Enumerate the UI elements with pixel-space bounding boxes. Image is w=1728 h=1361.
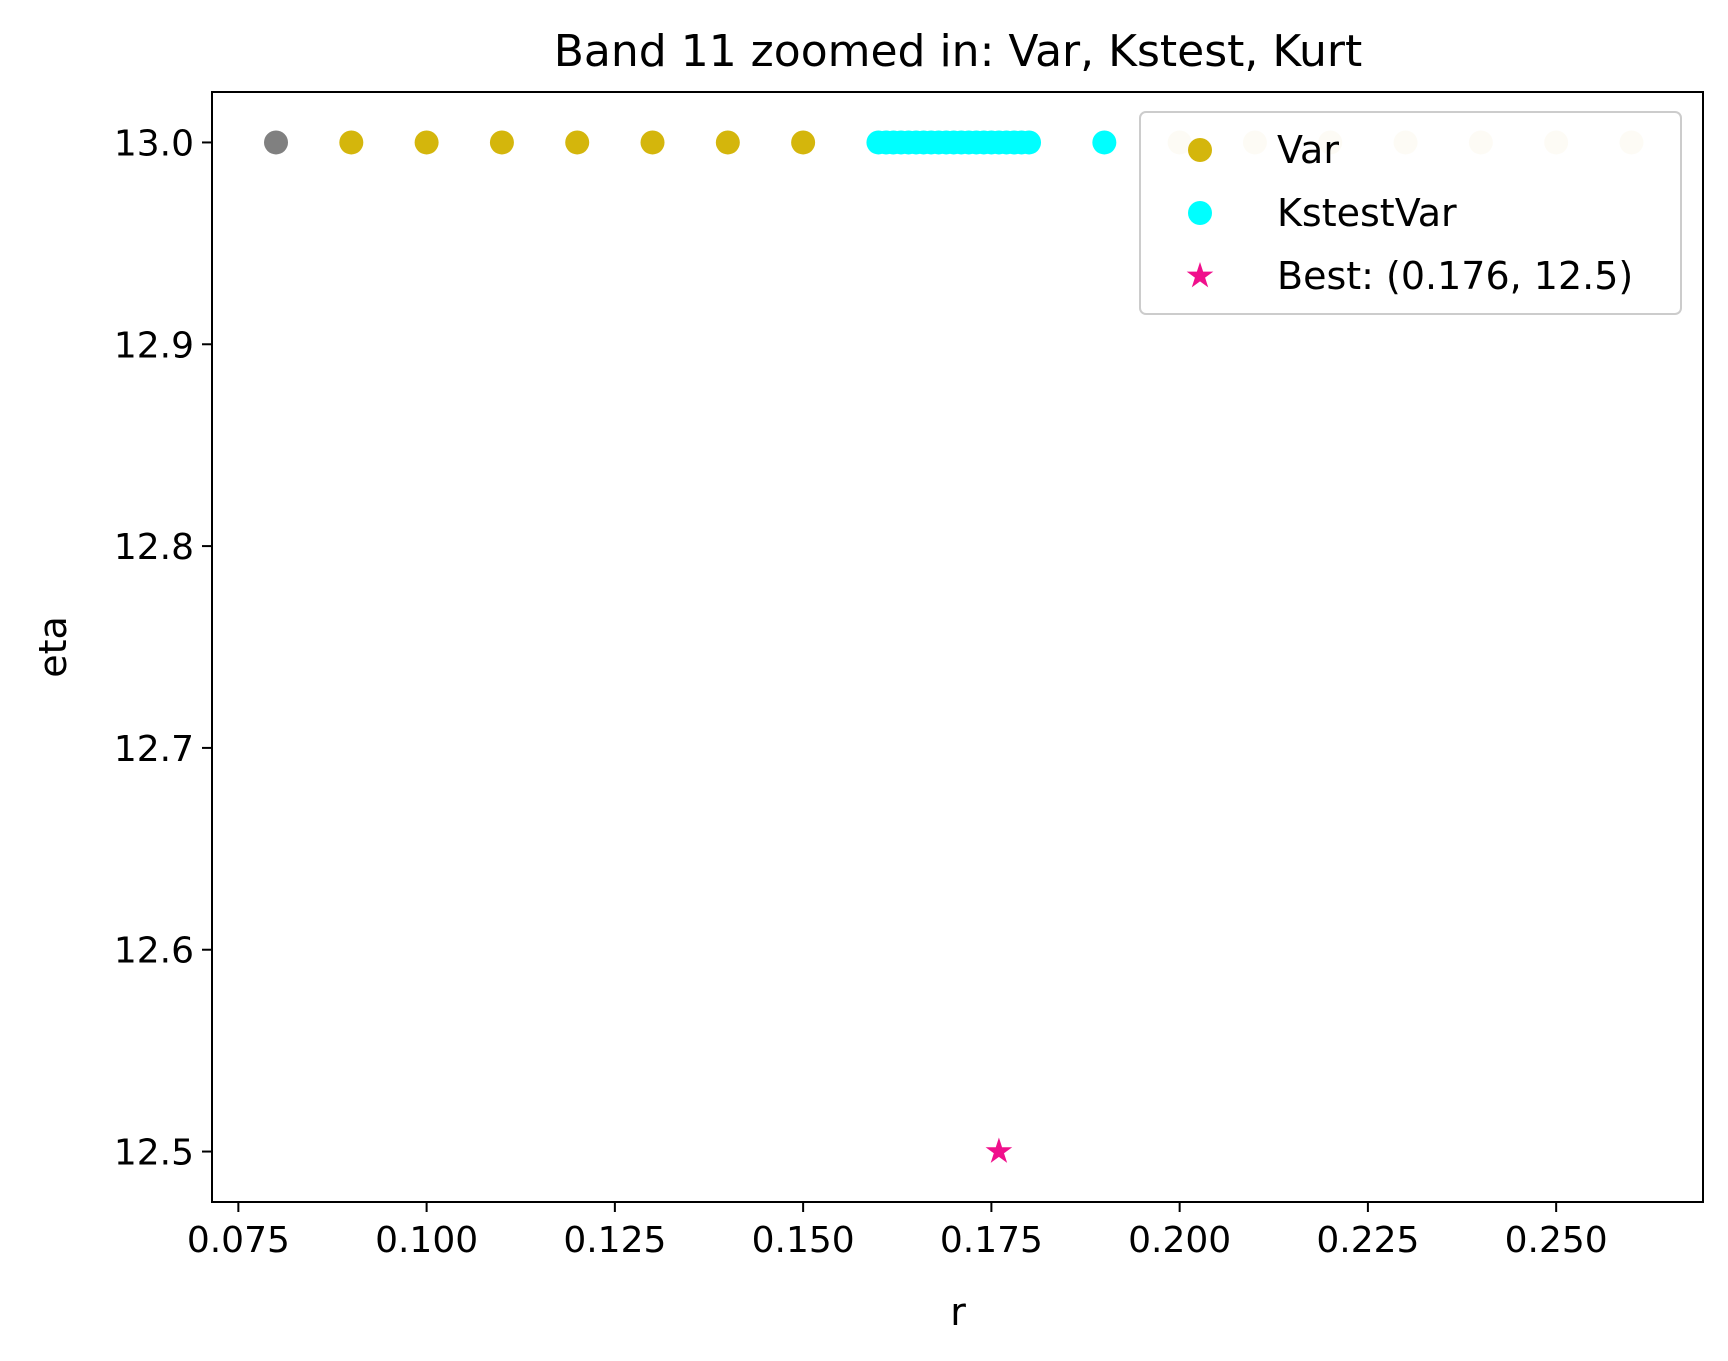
y-tick-label: 12.5	[114, 1133, 194, 1174]
x-tick-label: 0.250	[1505, 1220, 1608, 1261]
legend-label-var: Var	[1277, 128, 1339, 172]
x-tick-label: 0.125	[563, 1220, 666, 1261]
data-point-best	[985, 1137, 1013, 1163]
x-tick-label: 0.200	[1128, 1220, 1231, 1261]
y-axis-label: eta	[31, 616, 75, 678]
y-tick-label: 12.6	[114, 931, 194, 972]
y-tick-label: 12.7	[114, 729, 194, 770]
legend-box	[1139, 111, 1682, 315]
data-point-var	[715, 130, 740, 155]
legend-marker-best	[1186, 262, 1214, 288]
legend-label-kstestvar: KstestVar	[1277, 191, 1457, 235]
data-point-var	[414, 130, 439, 155]
x-tick-label: 0.225	[1316, 1220, 1419, 1261]
y-tick-label: 13.0	[114, 123, 194, 164]
legend-label-best: Best: (0.176, 12.5)	[1277, 254, 1633, 298]
data-point-var	[791, 130, 816, 155]
x-tick-label: 0.150	[752, 1220, 855, 1261]
data-point-var	[565, 130, 590, 155]
y-axis: 12.5 12.6 12.7 12.8 12.9 13.0	[114, 123, 212, 1174]
plot-frame	[211, 91, 1704, 1203]
legend-marker-kstestvar	[1188, 201, 1212, 225]
y-tick-label: 12.9	[114, 325, 194, 366]
data-point-var	[339, 130, 364, 155]
data-point-kstestvar	[1092, 130, 1117, 155]
data-point-kstestvar	[1017, 130, 1042, 155]
legend-marker-var	[1188, 138, 1212, 162]
y-tick-label: 12.8	[114, 527, 194, 568]
data-point-excluded	[264, 130, 289, 155]
data-point-var	[640, 130, 665, 155]
x-axis: 0.075 0.100 0.125 0.150 0.175 0.200 0.225 0.250	[187, 1202, 1608, 1261]
x-axis-label: r	[950, 1290, 966, 1334]
x-tick-label: 0.175	[940, 1220, 1043, 1261]
x-tick-label: 0.075	[187, 1220, 290, 1261]
legend: Var KstestVar Best: (0.176, 12.5)	[1139, 111, 1682, 315]
data-point-var	[489, 130, 514, 155]
chart-title: Band 11 zoomed in: Var, Kstest, Kurt	[554, 26, 1362, 77]
x-tick-label: 0.100	[375, 1220, 478, 1261]
